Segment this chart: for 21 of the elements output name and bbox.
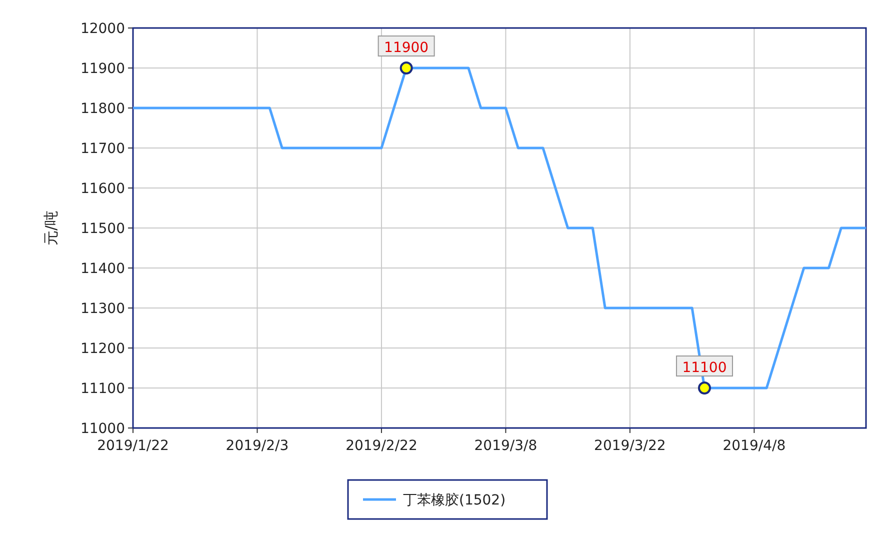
x-tick-label: 2019/2/22 <box>346 438 418 454</box>
x-tick-label: 2019/1/22 <box>97 438 169 454</box>
x-tick-label: 2019/3/22 <box>594 438 666 454</box>
y-tick-label: 11600 <box>80 181 125 197</box>
y-tick-label: 11000 <box>80 421 125 437</box>
annotation: 11900 <box>384 40 429 56</box>
y-tick-label: 11100 <box>80 381 125 397</box>
y-axis-title: 元/吨 <box>42 210 60 246</box>
y-tick-label: 11800 <box>80 101 125 117</box>
legend-label: 丁苯橡胶(1502) <box>403 492 506 508</box>
x-tick-label: 2019/4/8 <box>722 438 786 454</box>
x-tick-label: 2019/2/3 <box>226 438 289 454</box>
y-tick-label: 11400 <box>80 261 125 277</box>
y-tick-label: 11900 <box>80 61 125 77</box>
y-tick-label: 11700 <box>80 141 125 157</box>
x-tick-label: 2019/3/8 <box>474 438 538 454</box>
y-tick-label: 12000 <box>80 21 125 37</box>
annotation: 11100 <box>682 360 727 376</box>
y-tick-label: 11500 <box>80 221 125 237</box>
y-tick-label: 11200 <box>80 341 125 357</box>
y-tick-label: 11300 <box>80 301 125 317</box>
